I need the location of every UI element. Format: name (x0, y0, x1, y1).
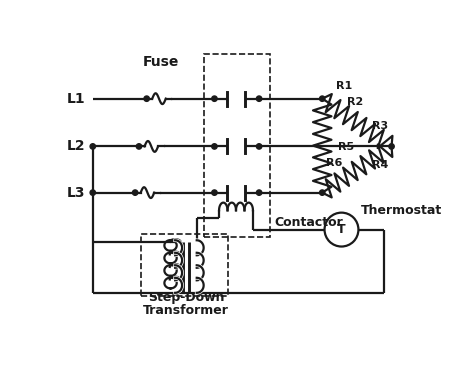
Text: Contactor: Contactor (274, 217, 343, 230)
Circle shape (132, 190, 138, 195)
Text: R3: R3 (372, 122, 388, 132)
Text: R4: R4 (372, 160, 389, 170)
Text: R5: R5 (337, 142, 354, 151)
Circle shape (90, 144, 95, 149)
Circle shape (212, 144, 217, 149)
Circle shape (256, 190, 262, 195)
Circle shape (90, 190, 95, 195)
Text: L2: L2 (66, 139, 85, 153)
Bar (204, 54, 270, 237)
Circle shape (212, 190, 217, 195)
Bar (141, 234, 228, 296)
Text: R2: R2 (347, 97, 363, 107)
Text: L3: L3 (66, 186, 85, 200)
Text: Transformer: Transformer (143, 304, 229, 317)
Circle shape (319, 190, 325, 195)
Text: Thermostat: Thermostat (361, 204, 442, 217)
Circle shape (212, 96, 217, 102)
Circle shape (256, 144, 262, 149)
Text: Step-Down: Step-Down (148, 291, 224, 304)
Circle shape (137, 144, 142, 149)
Text: R1: R1 (336, 81, 352, 91)
Text: Fuse: Fuse (142, 55, 179, 69)
Text: R6: R6 (326, 158, 342, 168)
Circle shape (144, 96, 149, 102)
Circle shape (319, 96, 325, 102)
Text: L1: L1 (66, 92, 85, 106)
Circle shape (389, 144, 394, 149)
Circle shape (256, 96, 262, 102)
Text: T: T (337, 223, 346, 236)
